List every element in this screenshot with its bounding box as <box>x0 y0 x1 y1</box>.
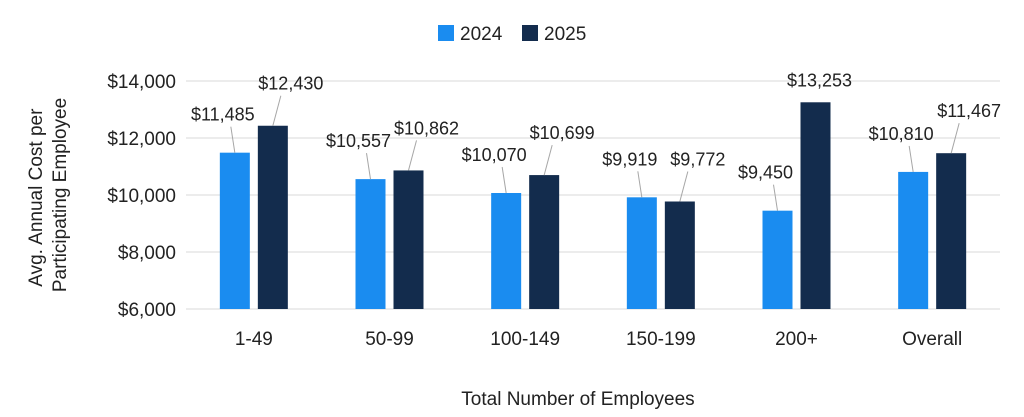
bar <box>936 153 967 309</box>
bar <box>762 210 793 309</box>
data-label: $9,772 <box>670 149 725 169</box>
legend-label: 2024 <box>460 24 503 45</box>
y-axis-title-line-1: Avg. Annual Cost per <box>26 108 47 287</box>
bar <box>898 171 929 309</box>
leader-line <box>230 126 236 153</box>
bar <box>800 102 831 310</box>
y-tick-label: $8,000 <box>118 243 176 264</box>
data-label: $11,467 <box>937 101 1001 121</box>
data-label: $10,070 <box>462 145 527 165</box>
x-category-label: 1-49 <box>235 329 273 350</box>
x-category-label: 100-149 <box>490 329 560 350</box>
x-category-label: 50-99 <box>365 329 414 350</box>
bar <box>626 197 657 309</box>
data-label: $10,699 <box>530 123 595 143</box>
data-label: $12,430 <box>258 74 323 94</box>
x-category-label: 200+ <box>775 329 818 350</box>
legend-swatch <box>438 25 454 41</box>
y-axis-title-line-2: Participating Employee <box>50 98 71 292</box>
leader-line <box>679 171 689 202</box>
legend: 2024 2025 <box>438 24 586 45</box>
data-label: $10,557 <box>326 131 391 151</box>
bars <box>219 102 967 310</box>
leader-line <box>501 166 507 194</box>
leader-line <box>637 171 643 198</box>
data-label: $11,485 <box>191 105 255 125</box>
y-tick-label: $6,000 <box>118 300 176 321</box>
legend-label: 2025 <box>544 24 586 45</box>
bar <box>393 170 424 309</box>
data-label: $13,253 <box>787 70 852 90</box>
data-labels: $11,485$12,430 $10,557$10,862$10,070$10,6… <box>191 70 1001 182</box>
leader-line <box>543 144 553 176</box>
x-axis-title: Total Number of Employees <box>461 389 694 410</box>
bar <box>219 152 250 309</box>
legend-swatch <box>522 25 538 41</box>
x-axis-categories: 1-49 50-99 100-149 150-199 200+ Overall <box>235 329 962 350</box>
leader-line <box>908 145 914 172</box>
leader-lines <box>230 95 960 211</box>
leader-line <box>272 95 282 126</box>
data-label: $10,810 <box>869 124 934 144</box>
data-label: $9,919 <box>602 149 657 169</box>
bar <box>257 125 288 310</box>
y-tick-label: $14,000 <box>107 72 176 93</box>
grid-lines <box>186 80 1000 310</box>
bar <box>529 175 560 309</box>
leader-line <box>773 184 778 211</box>
data-label: $9,450 <box>738 163 793 183</box>
leader-line <box>950 123 960 154</box>
y-axis-ticks: $6,000 $8,000 $10,000 $12,000 $14,000 <box>107 72 176 321</box>
x-category-label: Overall <box>902 329 962 350</box>
bar <box>491 193 522 309</box>
y-axis-title: Avg. Annual Cost per Participating Emplo… <box>26 98 71 292</box>
bar <box>664 201 695 309</box>
x-category-label: 150-199 <box>626 329 696 350</box>
y-tick-label: $10,000 <box>107 186 176 207</box>
leader-line <box>408 140 417 171</box>
data-label: $10,862 <box>394 118 459 138</box>
y-tick-label: $12,000 <box>107 129 176 150</box>
leader-line <box>366 153 371 180</box>
bar <box>355 179 386 309</box>
